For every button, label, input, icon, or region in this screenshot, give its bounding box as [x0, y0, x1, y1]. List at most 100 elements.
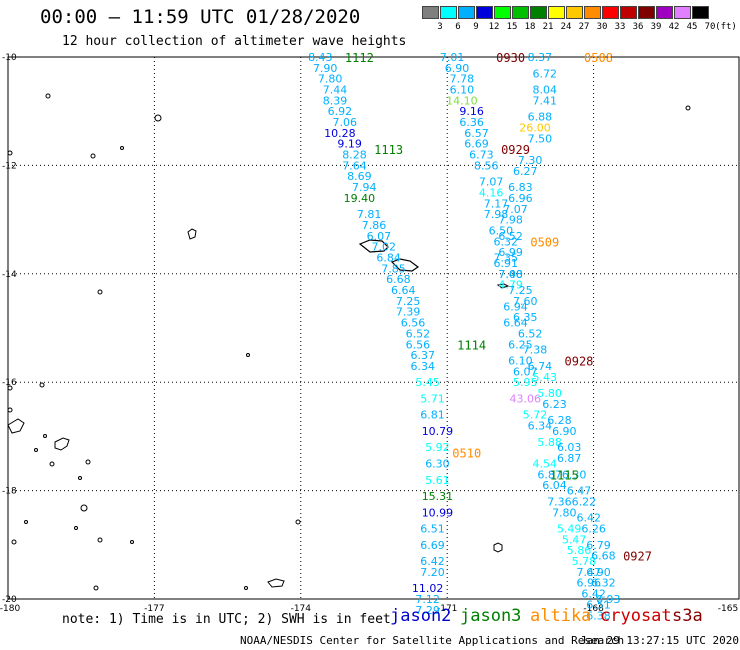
swh-value: 6.34 [528, 420, 553, 433]
swh-value: 7.44 [323, 84, 348, 97]
island-tongatapu [267, 578, 285, 588]
swh-value: 6.32 [591, 577, 616, 590]
scale-label: 21 [542, 22, 554, 32]
swh-value: 6.26 [581, 523, 606, 536]
swh-value: 11.02 [412, 582, 444, 595]
lat-tick-label: -18 [2, 487, 17, 497]
islet [244, 586, 248, 590]
swh-value: 7.25 [396, 295, 421, 308]
swh-value: 6.69 [464, 138, 489, 151]
pass-time-label: 0508 [584, 51, 613, 65]
pass-time-label: 0509 [530, 235, 559, 249]
swh-value: 5.61 [425, 474, 450, 487]
scale-swatch [530, 6, 547, 19]
swh-value: 6.37 [411, 349, 436, 362]
swh-value: 6.32 [494, 235, 519, 248]
pass-time-label: 1113 [374, 143, 403, 157]
swh-value: 7.01 [440, 51, 465, 64]
swh-value: 5.95 [513, 376, 538, 389]
islet [120, 146, 124, 150]
landmasses [7, 93, 691, 591]
swh-value: 6.83 [508, 181, 533, 194]
scale-swatch [548, 6, 565, 19]
swh-value: 6.90 [552, 425, 577, 438]
swh-value: 8.56 [474, 159, 499, 172]
swh-value: 7.80 [552, 506, 577, 519]
scale-swatch [620, 6, 637, 19]
islet [45, 93, 51, 99]
pass-time-label: 1115 [550, 468, 579, 482]
observation-points: 8.437.907.807.448.396.927.0610.289.198.2… [308, 51, 652, 622]
scale-label: 70 [704, 22, 716, 32]
swh-value: 6.10 [450, 84, 475, 97]
swh-value: 6.23 [542, 398, 567, 411]
swh-value: 6.96 [576, 577, 601, 590]
islet [24, 520, 28, 524]
scale-swatch [440, 6, 457, 19]
swh-value: 7.47 [576, 566, 601, 579]
lon-tick-label: -174 [291, 604, 312, 614]
swh-value: 6.57 [464, 127, 489, 140]
swh-value: 6.52 [406, 327, 431, 340]
swh-value: 7.06 [332, 116, 357, 129]
satellite-legend-item: cryosat [600, 606, 672, 626]
islet [93, 585, 99, 591]
pass-time-label: 0930 [496, 51, 525, 65]
pass-time-label: 1112 [345, 51, 374, 65]
swh-value: 6.35 [513, 311, 538, 324]
swh-value: 7.85 [381, 262, 406, 275]
swh-value: 7.02 [372, 241, 397, 254]
pass-time-label: 0928 [565, 355, 594, 369]
island-wallis [187, 228, 197, 240]
swh-value: 6.56 [401, 317, 426, 330]
swh-value: 8.37 [528, 51, 553, 64]
scale-swatch [656, 6, 673, 19]
pass-time-label: 0510 [452, 447, 481, 461]
page-title: 00:00 — 11:59 UTC 01/28/2020 [40, 6, 361, 28]
islet [7, 385, 13, 391]
islet [78, 476, 82, 480]
islet [7, 150, 13, 156]
page-subtitle: 12 hour collection of altimeter wave hei… [62, 34, 407, 49]
scale-label: 9 [473, 22, 479, 32]
swh-value: 6.25 [508, 338, 533, 351]
swh-value: 7.36 [547, 495, 572, 508]
swh-value: 6.68 [591, 550, 616, 563]
swh-value: 6.04 [542, 479, 567, 492]
scale-label: 33 [614, 22, 626, 32]
islet [7, 407, 13, 413]
pass-time-label: 1114 [457, 338, 486, 352]
swh-value: 6.10 [508, 355, 533, 368]
swh-value: 6.07 [513, 365, 538, 378]
lat-tick-label: -10 [2, 53, 17, 63]
scale-unit: (ft) [715, 22, 737, 32]
swh-value: 6.52 [518, 327, 543, 340]
scale-swatch [512, 6, 529, 19]
islet [130, 540, 134, 544]
satellite-legend-item: s3a [672, 606, 703, 626]
scale-swatch [476, 6, 493, 19]
islet [34, 448, 38, 452]
swh-value: 5.43 [533, 371, 558, 384]
swh-value: 6.51 [586, 598, 611, 611]
swh-value: 5.92 [425, 441, 450, 454]
swh-value: 6.68 [386, 273, 411, 286]
swh-value: 7.25 [508, 284, 533, 297]
legend-note: note: 1) Time is in UTC; 2) SWH is in fe… [62, 612, 391, 627]
lon-tick-label: -180 [0, 604, 20, 614]
scale-swatch [584, 6, 601, 19]
scale-label: 30 [596, 22, 608, 32]
scale-label: 6 [455, 22, 461, 32]
swh-value: 4.54 [533, 458, 558, 471]
islet [97, 537, 103, 543]
scale-swatch [692, 6, 709, 19]
swh-value: 6.30 [562, 468, 587, 481]
swh-value: 7.29 [415, 604, 440, 617]
swh-value: 5.88 [537, 436, 562, 449]
pass-time-label: 0929 [501, 143, 530, 157]
swh-value: 6.42 [420, 555, 445, 568]
islet [246, 353, 250, 357]
islet [295, 519, 301, 525]
islet [85, 459, 91, 465]
scale-label: 24 [560, 22, 572, 32]
